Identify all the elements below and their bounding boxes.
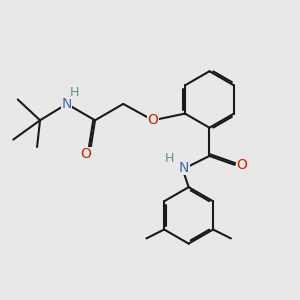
Text: O: O [236, 158, 247, 172]
Text: H: H [165, 152, 174, 164]
Text: N: N [179, 161, 189, 175]
Text: O: O [148, 113, 158, 127]
Text: O: O [81, 147, 92, 161]
Text: N: N [61, 97, 72, 111]
Text: H: H [70, 86, 79, 99]
